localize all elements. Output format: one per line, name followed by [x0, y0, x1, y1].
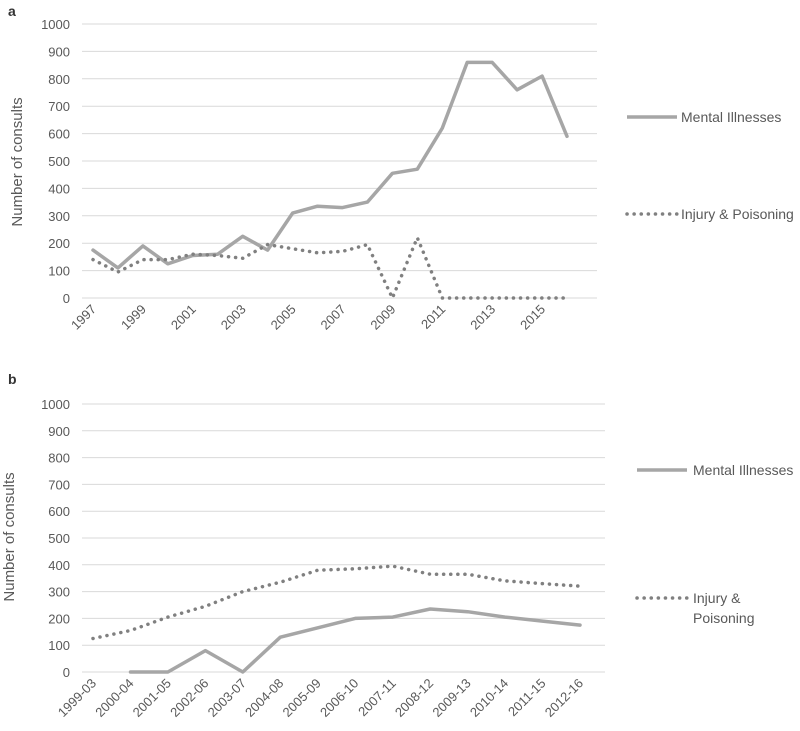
panel-a-gridlines: [82, 23, 597, 299]
panel-b-y-tick-label: 700: [48, 477, 70, 492]
panel-b-x-tick-label: 2011-15: [505, 676, 549, 720]
panel-b-gridlines: [82, 403, 605, 673]
panel-b-y-tick-label: 600: [48, 504, 70, 519]
panel-a-y-tick-label: 800: [48, 72, 70, 87]
panel-b-x-tick-label: 2003-07: [205, 676, 249, 720]
panel-a-x-tick-label: 2001: [168, 302, 199, 333]
panel-a-y-tick-label: 600: [48, 127, 70, 142]
panel-b-x-tick-label: 2009-13: [429, 676, 473, 720]
panel-a-legend: Mental Illnesses Injury & Poisoning: [625, 109, 794, 222]
panel-a-x-tick-label: 2007: [318, 302, 349, 333]
panel-b-x-tick-label: 2002-06: [167, 676, 211, 720]
panel-b-x-tick-label: 2000-04: [92, 676, 136, 720]
panel-b-x-ticks: 1999-032000-042001-052002-062003-072004-…: [55, 676, 586, 720]
panel-b-label: b: [8, 371, 17, 387]
panel-a-y-tick-label: 900: [48, 44, 70, 59]
panel-a-x-tick-label: 2011: [418, 302, 448, 332]
panel-b-x-tick-label: 2001-05: [130, 676, 174, 720]
panel-a-y-tick-label: 700: [48, 99, 70, 114]
panel-a-x-tick-label: 2003: [218, 302, 249, 333]
panel-b-y-tick-label: 200: [48, 611, 70, 626]
panel-b-y-tick-label: 500: [48, 531, 70, 546]
panel-a-x-tick-label: 2013: [467, 302, 498, 333]
panel-b-legend-injury-label-line1: Injury &: [693, 590, 741, 606]
panel-a-y-ticks: 0 100 200 300 400 500 600 700 800 900 1000: [41, 17, 70, 306]
panel-a-y-tick-label: 500: [48, 154, 70, 169]
panel-a-y-tick-label: 400: [48, 181, 70, 196]
panel-b-x-tick-label: 2008-12: [392, 676, 436, 720]
panel-a-x-tick-label: 2005: [268, 302, 299, 333]
panel-b-legend-mental-label: Mental Illnesses: [693, 462, 793, 478]
panel-a-y-axis-label: Number of consults: [9, 97, 26, 226]
panel-b: b Number of consults 0 100 200 300 400 500 600…: [1, 371, 793, 720]
panel-a-x-ticks: 1997 1999 2001 2003 2005 2007 2009 2011 2013 2015: [68, 302, 548, 333]
panel-b-x-tick-label: 2004-08: [242, 676, 286, 720]
panel-a-series-line-injury-poisoning: [91, 235, 569, 300]
panel-a-y-tick-label: 100: [48, 264, 70, 279]
panel-b-y-tick-label: 800: [48, 451, 70, 466]
panel-b-x-tick-label: 1999-03: [55, 676, 99, 720]
panel-a-x-tick-label: 2015: [517, 302, 548, 333]
panel-b-y-tick-label: 900: [48, 424, 70, 439]
panel-b-x-tick-label: 2005-09: [280, 676, 324, 720]
panel-a-label: a: [8, 3, 16, 19]
panel-b-y-tick-label: 1000: [41, 397, 70, 412]
panel-a-y-tick-label: 300: [48, 209, 70, 224]
panel-b-y-tick-label: 300: [48, 585, 70, 600]
panel-b-legend-injury-label-line2: Poisoning: [693, 610, 755, 626]
panel-a: a Number of consults 0 100 200 300 400 500 600…: [8, 3, 794, 333]
panel-a-series-line-mental-illnesses: [91, 60, 569, 270]
panel-a-y-tick-label: 0: [63, 291, 70, 306]
panel-b-y-tick-label: 400: [48, 558, 70, 573]
panel-b-y-tick-label: 0: [63, 665, 70, 680]
panel-b-x-tick-label: 2007-11: [355, 676, 399, 720]
panel-a-x-tick-label: 2009: [367, 302, 398, 333]
panel-b-x-tick-label: 2006-10: [317, 676, 361, 720]
panel-a-legend-injury-label: Injury & Poisoning: [681, 206, 794, 222]
panel-b-y-axis-label: Number of consults: [1, 472, 18, 601]
panel-a-y-tick-label: 200: [48, 236, 70, 251]
panel-a-y-tick-label: 1000: [41, 17, 70, 32]
panel-b-y-ticks: 0 100 200 300 400 500 600 700 800 900 1000: [41, 397, 70, 680]
panel-b-x-tick-label: 2012-16: [542, 676, 586, 720]
panel-b-x-tick-label: 2010-14: [467, 676, 511, 720]
panel-a-legend-mental-label: Mental Illnesses: [681, 109, 781, 125]
panel-a-x-tick-label: 1999: [118, 302, 149, 333]
panel-a-series: [91, 60, 569, 300]
panel-b-series-line-injury-poisoning: [91, 564, 582, 641]
panel-b-y-tick-label: 100: [48, 638, 70, 653]
panel-a-x-tick-label: 1997: [68, 302, 99, 333]
panel-b-series: [91, 564, 582, 674]
panel-b-legend: Mental Illnesses Injury & Poisoning: [635, 462, 793, 626]
